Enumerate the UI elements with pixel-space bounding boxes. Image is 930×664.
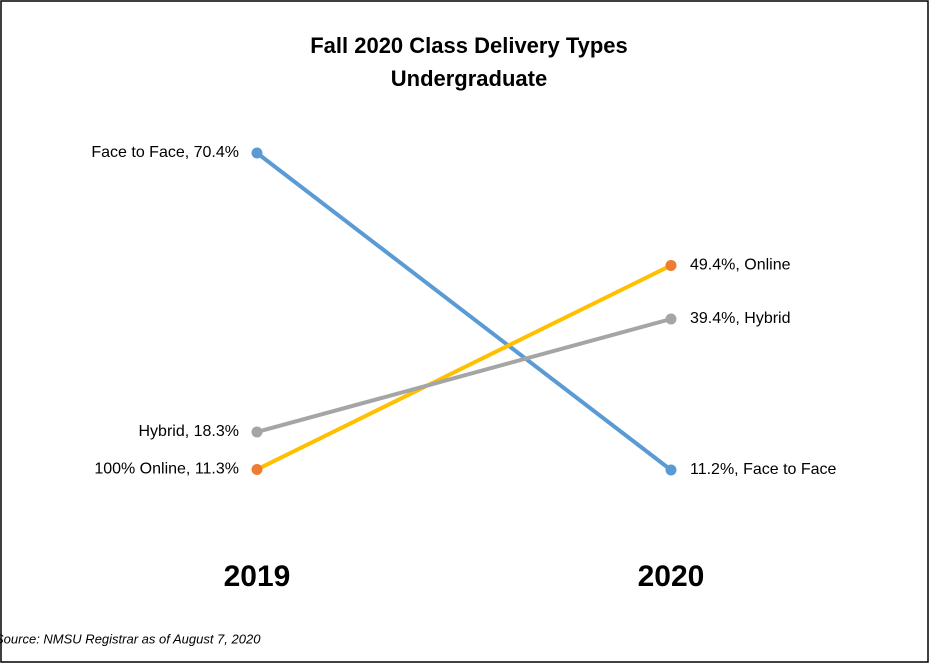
chart-title: Fall 2020 Class Delivery Types: [310, 33, 628, 58]
data-label: Hybrid, 18.3%: [139, 423, 240, 440]
point-marker: [665, 259, 677, 271]
data-label: 100% Online, 11.3%: [94, 461, 239, 478]
point-marker: [251, 147, 263, 159]
chart-subtitle: Undergraduate: [391, 66, 547, 91]
x-category-label: 2020: [638, 560, 705, 593]
point-marker: [251, 426, 263, 438]
data-label: 39.4%, Hybrid: [690, 310, 791, 327]
point-marker: [251, 463, 263, 475]
x-category-label: 2019: [224, 560, 291, 593]
series-line: [255, 151, 673, 472]
source-note: Source: NMSU Registrar as of August 7, 2…: [0, 631, 261, 646]
data-label: 11.2%, Face to Face: [690, 461, 837, 478]
data-label: Face to Face, 70.4%: [91, 144, 239, 161]
series-line: [256, 317, 672, 434]
series-line: [256, 263, 672, 472]
data-label: 49.4%, Online: [690, 257, 791, 274]
point-marker: [665, 464, 677, 476]
point-marker: [665, 313, 677, 325]
